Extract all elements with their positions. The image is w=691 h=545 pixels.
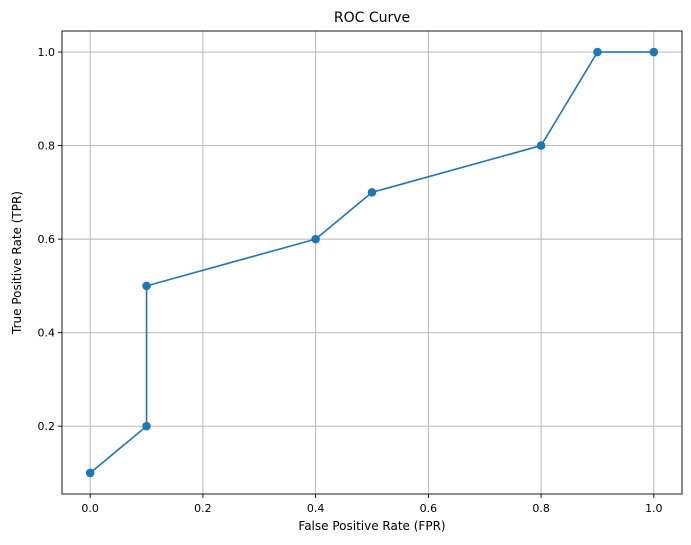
data-point [85, 468, 95, 478]
plot-area [62, 31, 682, 494]
series-line [89, 51, 654, 474]
y-tick-label: 0.6 [38, 233, 56, 246]
chart-title: ROC Curve [334, 10, 410, 26]
data-point [367, 188, 377, 197]
x-tick-label: 0.2 [194, 502, 212, 515]
y-tick-label: 0.8 [38, 140, 56, 153]
x-tick-label: 1.0 [645, 502, 663, 515]
plot-frame [61, 30, 683, 495]
x-axis-label: False Positive Rate (FPR) [298, 519, 445, 533]
x-tick-label: 0.6 [420, 502, 438, 515]
data-point [536, 141, 546, 150]
x-tick-label: 0.0 [81, 502, 99, 515]
y-tick-label: 1.0 [38, 46, 56, 59]
data-point [649, 47, 659, 57]
y-axis-label: True Positive Rate (TPR) [10, 191, 24, 335]
data-point [311, 234, 320, 244]
y-tick-label: 0.2 [38, 420, 56, 433]
data-point [142, 281, 151, 291]
data-point [593, 47, 602, 57]
grid [62, 31, 682, 494]
y-tick-label: 0.4 [38, 327, 56, 340]
x-tick-label: 0.4 [307, 502, 325, 515]
data-point [142, 421, 151, 431]
series-layer [85, 47, 659, 478]
axis-ticks: 0.0 0.2 0.4 0.6 0.8 1.0 0.2 0.4 0.6 0.8 1.0 [38, 46, 663, 515]
x-tick-label: 0.8 [532, 502, 550, 515]
